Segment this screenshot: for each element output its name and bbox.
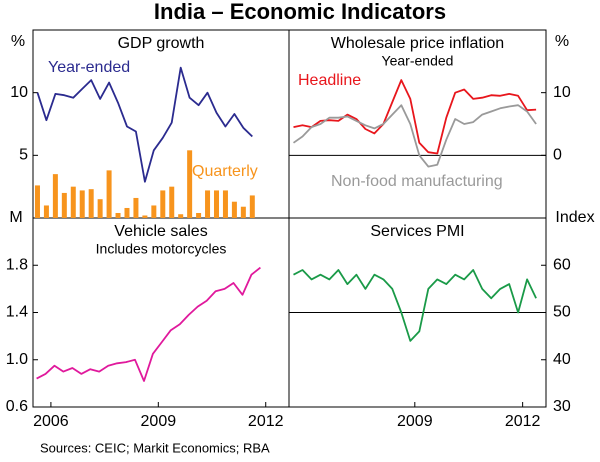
x-tick-label: 2009 [397,413,433,430]
y-tick-label: 10 [553,84,571,101]
bar [115,212,121,218]
x-tick-label: 2009 [141,413,177,430]
bar [222,190,228,218]
bar [79,190,85,218]
bar [151,205,157,218]
bar [249,195,255,218]
y-tick-label: 10 [10,84,28,101]
series-label: Quarterly [192,163,258,180]
bar [240,206,246,218]
y-tick-label: 30 [553,398,571,415]
y-tick-label: 50 [553,304,571,321]
bar [142,215,148,218]
axis-unit: M [9,209,22,226]
bar [231,201,237,218]
y-tick-label: 1.4 [6,304,28,321]
bar [70,186,76,218]
bar [61,192,67,218]
bar [43,205,49,218]
chart-title: India – Economic Indicators [154,0,446,24]
bar [52,174,58,218]
y-tick-label: 60 [553,256,571,273]
bar [97,199,103,218]
x-tick-label: 2012 [248,413,284,430]
series-line [292,104,537,168]
series-label: Year-ended [48,59,130,76]
panel-title: Vehicle sales [114,223,207,240]
bar [124,207,130,218]
y-tick-label: 5 [19,147,28,164]
y-tick-label: 0.6 [6,398,28,415]
bar [169,186,175,218]
bar [178,214,184,218]
bar [196,212,202,218]
bar [160,190,166,218]
series-label: Non-food manufacturing [331,173,503,190]
series-label: Headline [298,72,361,89]
panel-title: Wholesale price inflation [331,35,504,52]
series-line [293,269,537,342]
panel-subtitle: Year-ended [382,53,454,69]
bar [34,185,40,218]
series-line [36,66,253,183]
bar [133,197,139,218]
y-tick-label: 1.8 [6,256,28,273]
series-line [293,79,537,155]
y-tick-label: 0 [553,147,562,164]
bar [205,190,211,218]
panel-title: Services PMI [370,223,464,240]
axis-unit: % [11,33,25,50]
bar [106,170,112,218]
panel-subtitle: Includes motorcycles [96,241,227,257]
axis-unit: % [555,33,569,50]
series-line [36,266,261,382]
panel-title: GDP growth [118,35,205,52]
bar [88,189,94,218]
y-tick-label: 1.0 [6,351,28,368]
x-tick-label: 2006 [33,413,69,430]
axis-unit: Index [555,209,594,226]
bar [187,150,193,218]
y-tick-label: 40 [553,351,571,368]
x-tick-label: 2012 [505,413,541,430]
source-note: Sources: CEIC; Markit Economics; RBA [40,440,270,455]
bar [213,190,219,218]
